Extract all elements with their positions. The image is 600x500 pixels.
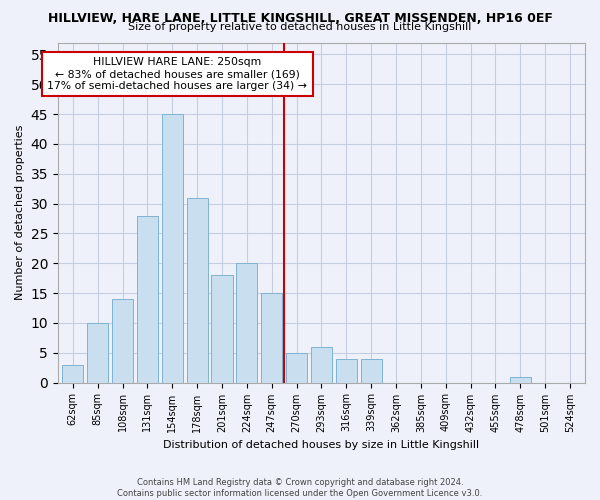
Bar — [261, 293, 282, 382]
Text: Contains HM Land Registry data © Crown copyright and database right 2024.
Contai: Contains HM Land Registry data © Crown c… — [118, 478, 482, 498]
Bar — [336, 358, 357, 382]
Bar — [510, 376, 531, 382]
Bar — [137, 216, 158, 382]
Y-axis label: Number of detached properties: Number of detached properties — [15, 125, 25, 300]
Bar — [236, 263, 257, 382]
Text: HILLVIEW HARE LANE: 250sqm
← 83% of detached houses are smaller (169)
17% of sem: HILLVIEW HARE LANE: 250sqm ← 83% of deta… — [47, 58, 307, 90]
Bar — [211, 275, 233, 382]
Bar — [311, 347, 332, 382]
Bar — [87, 323, 108, 382]
Text: HILLVIEW, HARE LANE, LITTLE KINGSHILL, GREAT MISSENDEN, HP16 0EF: HILLVIEW, HARE LANE, LITTLE KINGSHILL, G… — [47, 12, 553, 26]
Bar — [62, 364, 83, 382]
Bar — [361, 358, 382, 382]
Bar — [112, 299, 133, 382]
Bar — [187, 198, 208, 382]
X-axis label: Distribution of detached houses by size in Little Kingshill: Distribution of detached houses by size … — [163, 440, 479, 450]
Text: Size of property relative to detached houses in Little Kingshill: Size of property relative to detached ho… — [128, 22, 472, 32]
Bar — [286, 352, 307, 382]
Bar — [162, 114, 183, 382]
